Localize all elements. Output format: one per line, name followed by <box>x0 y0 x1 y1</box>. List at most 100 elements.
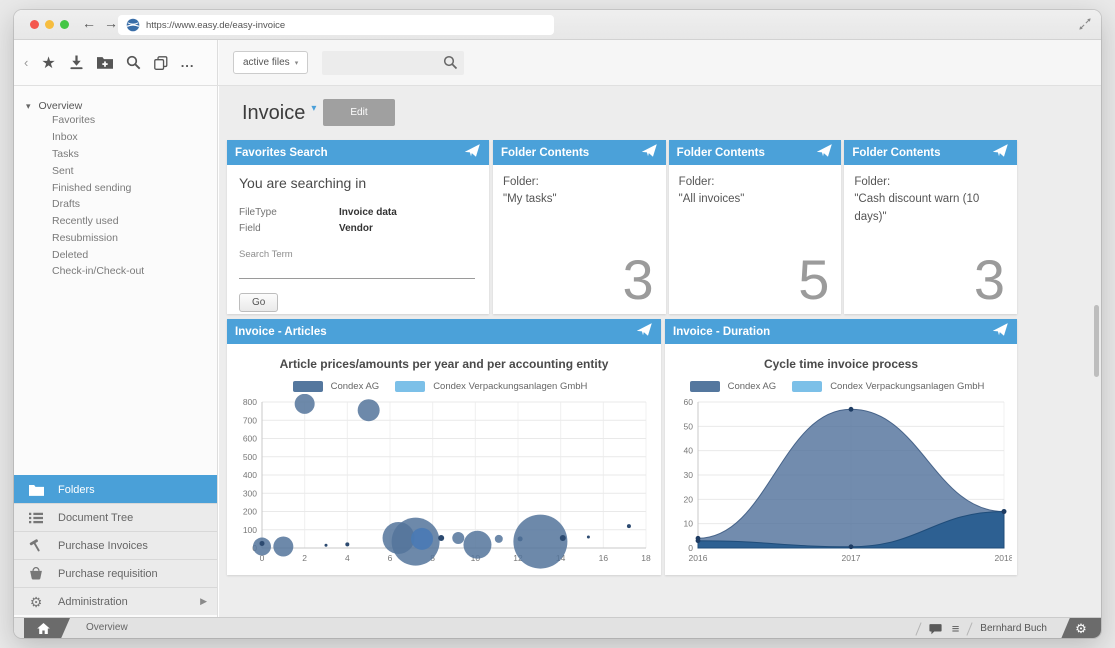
copy-icon[interactable] <box>153 55 168 70</box>
chat-icon[interactable] <box>929 623 942 635</box>
settings-tab[interactable]: ⚙ <box>1061 618 1101 638</box>
svg-text:20: 20 <box>684 494 694 504</box>
gear-icon: ⚙ <box>1075 620 1087 636</box>
edit-button[interactable]: Edit <box>323 99 395 126</box>
expand-icon[interactable] <box>1079 17 1091 35</box>
home-icon <box>37 623 50 634</box>
sidebar-item-purchase-requisition[interactable]: Purchase requisition <box>14 559 217 587</box>
send-icon[interactable] <box>464 143 482 161</box>
legend-swatch-condex-gmbh <box>395 381 426 392</box>
active-files-dropdown[interactable]: active files ▾ <box>233 51 309 74</box>
status-bar: Overview ≡ Bernhard Buch ⚙ <box>14 617 1101 638</box>
minimize-window-button[interactable] <box>45 20 54 29</box>
home-tab[interactable] <box>24 618 70 638</box>
send-icon[interactable] <box>992 143 1010 161</box>
divider <box>966 621 973 636</box>
tree-collapse-caret-icon[interactable]: ▾ <box>26 101 31 111</box>
sidebar-item-purchase-invoices[interactable]: Purchase Invoices <box>14 531 217 559</box>
svg-text:0: 0 <box>260 553 265 563</box>
page-title-dropdown-caret[interactable]: ▾ <box>311 103 317 114</box>
legend-swatch-condex-ag <box>292 381 323 392</box>
chevron-down-icon: ▾ <box>294 59 299 67</box>
folder-name: "Cash discount warn (10 days)" <box>854 193 980 223</box>
folder-contents-card-my-tasks: Folder Contents Folder: "My tasks" 3 <box>493 140 666 314</box>
tree-item-tasks[interactable]: Tasks <box>52 147 79 160</box>
tree-item-finished-sending[interactable]: Finished sending <box>52 181 132 194</box>
bubble-chart: 0100200300400500600700800024681012141618 <box>243 394 651 569</box>
sidebar-item-label: Folders <box>58 483 95 496</box>
divider <box>915 621 922 636</box>
zoom-window-button[interactable] <box>60 20 69 29</box>
menu-icon[interactable]: ≡ <box>951 621 960 636</box>
search-icon[interactable] <box>126 55 141 70</box>
browser-chrome: ← → https://www.easy.de/easy-invoice <box>14 10 1101 40</box>
sidebar-item-label: Purchase requisition <box>58 567 158 580</box>
folder-contents-card-all-invoices: Folder Contents Folder: "All invoices" 5 <box>668 140 842 314</box>
url-text: https://www.easy.de/easy-invoice <box>146 19 286 31</box>
svg-text:400: 400 <box>243 470 257 480</box>
browser-back-button[interactable]: ← <box>82 15 96 31</box>
toolbar-search <box>322 50 465 75</box>
page-title: Invoice ▾ <box>242 102 317 124</box>
svg-text:40: 40 <box>684 446 694 456</box>
svg-text:300: 300 <box>243 488 257 498</box>
browser-forward-button[interactable]: → <box>104 15 118 31</box>
sidebar-item-administration[interactable]: ⚙ Administration ▶ <box>14 587 217 615</box>
send-icon[interactable] <box>641 143 659 161</box>
active-files-label: active files <box>243 57 290 68</box>
statusbar-breadcrumb: Overview <box>86 622 128 633</box>
browser-window: ← → https://www.easy.de/easy-invoice ‹ ★ <box>14 10 1101 638</box>
sidebar: ▾ Overview Favorites Inbox Tasks Sent Finish… <box>14 86 218 617</box>
vertical-scrollbar-thumb[interactable] <box>1094 305 1099 377</box>
invoice-duration-card: Invoice - Duration Cycle time invoice pr… <box>665 319 1017 575</box>
chart-title: Article prices/amounts per year and per … <box>279 357 609 371</box>
tree-item-sent[interactable]: Sent <box>52 164 74 177</box>
folder-count: 5 <box>798 248 830 311</box>
svg-text:2016: 2016 <box>689 553 708 563</box>
sidebar-item-document-tree[interactable]: Document Tree <box>14 503 217 531</box>
submenu-arrow-icon: ▶ <box>200 596 207 606</box>
svg-text:2017: 2017 <box>842 553 861 563</box>
svg-text:500: 500 <box>243 452 257 462</box>
url-bar[interactable]: https://www.easy.de/easy-invoice <box>118 15 554 35</box>
svg-text:10: 10 <box>684 519 694 529</box>
tree-item-drafts[interactable]: Drafts <box>52 198 81 211</box>
send-icon[interactable] <box>816 143 834 161</box>
svg-text:0: 0 <box>688 543 693 553</box>
invoice-articles-card: Invoice - Articles Article prices/amount… <box>227 319 661 575</box>
svg-text:4: 4 <box>345 553 350 563</box>
go-button[interactable]: Go <box>239 293 279 312</box>
hammer-icon <box>28 538 44 553</box>
star-icon[interactable]: ★ <box>41 54 56 72</box>
tree-item-favorites[interactable]: Favorites <box>52 114 96 127</box>
download-icon[interactable] <box>69 55 84 70</box>
close-window-button[interactable] <box>30 20 39 29</box>
folder-contents-card-cash-discount: Folder Contents Folder: "Cash discount w… <box>844 140 1018 314</box>
basket-icon <box>28 567 44 580</box>
favorites-search-card: Favorites Search You are searching in Fi… <box>227 140 489 314</box>
send-icon[interactable] <box>636 322 654 340</box>
field-row: Field Vendor <box>239 222 373 234</box>
sidebar-item-folders[interactable]: Folders <box>14 475 217 503</box>
more-icon[interactable]: ... <box>180 55 195 70</box>
sidebar-item-label: Purchase Invoices <box>58 539 148 552</box>
filetype-row: FileType Invoice data <box>239 207 397 218</box>
search-icon[interactable] <box>443 55 458 75</box>
add-folder-icon[interactable] <box>96 56 113 69</box>
search-term-input[interactable] <box>239 262 475 279</box>
tree-item-resubmission[interactable]: Resubmission <box>52 231 118 244</box>
tree-item-inbox[interactable]: Inbox <box>52 131 78 144</box>
svg-text:30: 30 <box>684 470 694 480</box>
toolbar-search-input[interactable] <box>322 50 465 75</box>
send-icon[interactable] <box>992 322 1010 340</box>
collapse-sidebar-icon[interactable]: ‹ <box>24 55 29 70</box>
sidebar-toolbar: ‹ ★ ... <box>14 40 218 85</box>
tree-item-deleted[interactable]: Deleted <box>52 248 89 261</box>
svg-text:600: 600 <box>243 434 257 444</box>
tree-item-check-in-check-out[interactable]: Check-in/Check-out <box>52 265 145 278</box>
tree-item-recently-used[interactable]: Recently used <box>52 215 119 228</box>
tree-item-overview[interactable]: ▾ Overview <box>26 100 217 112</box>
svg-text:12: 12 <box>513 553 523 563</box>
svg-text:700: 700 <box>243 415 257 425</box>
svg-text:60: 60 <box>684 397 694 407</box>
